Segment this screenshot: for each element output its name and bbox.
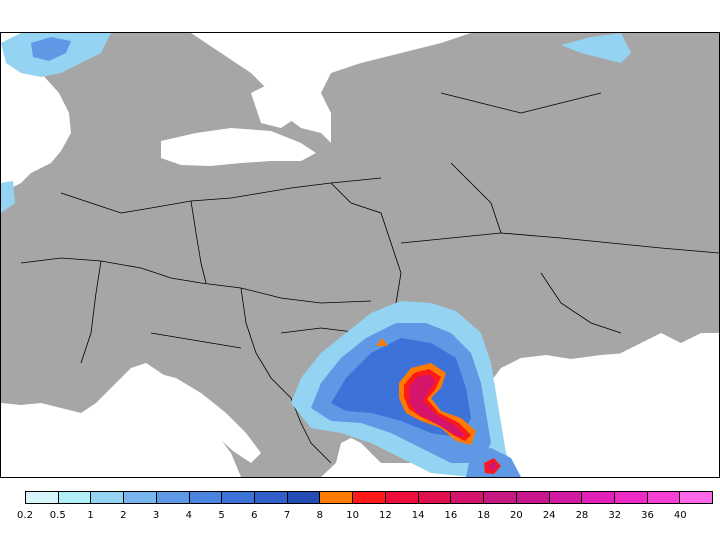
legend-tick-label: 40 (673, 510, 687, 521)
legend-swatch (647, 492, 681, 503)
legend-swatch (516, 492, 550, 503)
legend-swatch (353, 492, 386, 503)
legend-swatch (418, 492, 452, 503)
legend-tick-label: 32 (608, 510, 622, 521)
legend-tick-label: 24 (542, 510, 556, 521)
legend-swatch (582, 492, 615, 503)
legend-swatch (680, 492, 713, 503)
adriatic-sea (156, 373, 261, 463)
precipitation-map (0, 32, 720, 478)
legend-tick-label: 18 (477, 510, 491, 521)
legend-tick-label: 0.2 (17, 510, 33, 521)
legend-swatch (451, 492, 485, 503)
legend-swatch (385, 492, 419, 503)
legend-tick-label: 4 (185, 510, 192, 521)
legend-swatch (156, 492, 190, 503)
legend-color-bar (25, 491, 713, 504)
legend-tick-label: 0.5 (49, 510, 66, 521)
legend-tick-label: 3 (152, 510, 160, 521)
legend-tick-label: 12 (379, 510, 392, 521)
precipitation-overlay (1, 33, 631, 477)
legend-swatch (124, 492, 157, 503)
legend-tick-label: 10 (346, 510, 359, 521)
legend-swatch (255, 492, 288, 503)
legend-swatch (549, 492, 583, 503)
legend-swatch (222, 492, 256, 503)
legend-swatch (91, 492, 125, 503)
legend-tick-label: 6 (251, 510, 258, 521)
legend-tick-label: 20 (510, 510, 523, 521)
legend-tick-label: 5 (218, 510, 225, 521)
legend-tick-label: 28 (575, 510, 589, 521)
legend-tick-label: 16 (444, 510, 458, 521)
legend-tick-label: 7 (283, 510, 291, 521)
map-canvas (1, 33, 719, 477)
precipitation-legend: 0.2 0.5 1 2 3 4 5 6 7 8 10 12 14 16 18 20 24 28 32 36 40 (17, 491, 713, 525)
legend-tick-label: 1 (87, 510, 94, 521)
legend-tick-label: 36 (641, 510, 654, 521)
baltic-sea (161, 73, 316, 166)
black-sea (479, 353, 691, 433)
legend-swatch (58, 492, 92, 503)
legend-tick-label: 14 (411, 510, 425, 521)
legend-tick-label: 8 (316, 510, 324, 521)
legend-swatch (26, 492, 59, 503)
legend-tick-label: 2 (120, 510, 127, 521)
legend-swatch (484, 492, 517, 503)
legend-swatch (189, 492, 223, 503)
legend-swatch (320, 492, 354, 503)
legend-swatch (614, 492, 648, 503)
legend-swatch (287, 492, 321, 503)
